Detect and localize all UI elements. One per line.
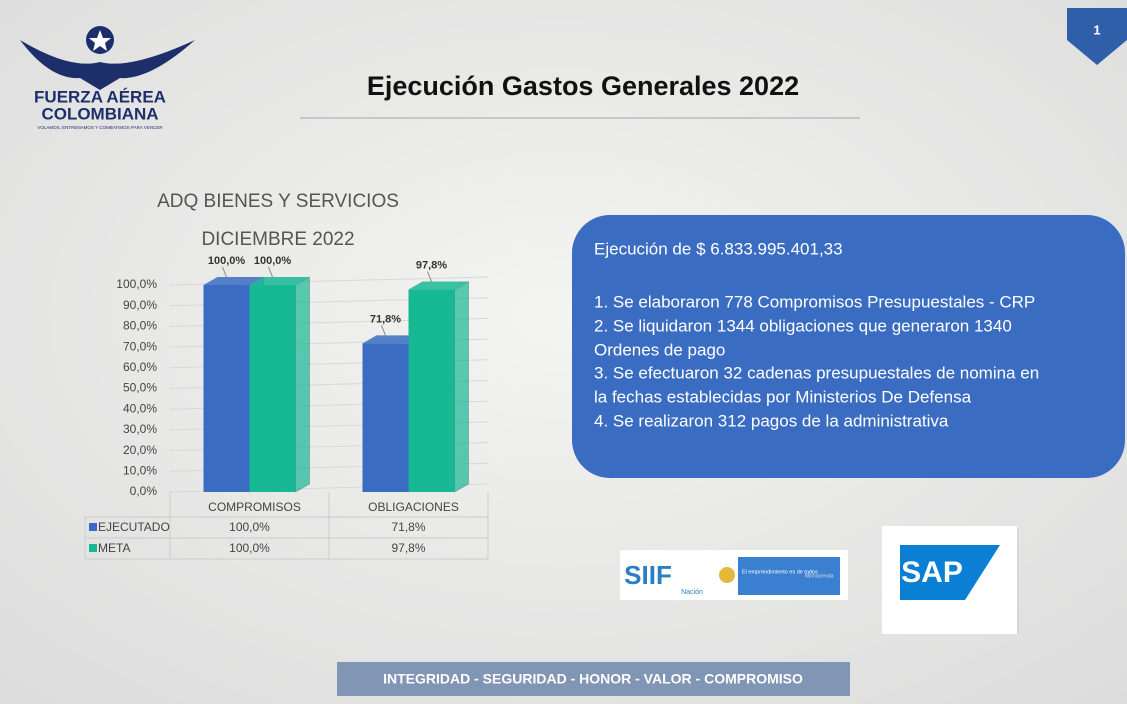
chart: 0,0% 10,0% 20,0% 30,0% 40,0% 50,0% 60,0% 70,0% 8… xyxy=(84,255,489,560)
y-tick-label: 80,0% xyxy=(123,319,157,333)
x-tick-label: OBLIGACIONES xyxy=(368,500,459,514)
y-tick-label: 90,0% xyxy=(123,298,157,312)
siif-text: SIIF xyxy=(624,560,672,590)
legend-label: META xyxy=(98,541,130,555)
siif-sub: Nación xyxy=(681,589,703,596)
info-line: Ordenes de pago xyxy=(594,340,725,359)
table-cell: 71,8% xyxy=(391,520,425,534)
bar-top xyxy=(362,335,423,344)
info-line: 3. Se efectuaron 32 cadenas presupuestal… xyxy=(594,363,1039,382)
bar xyxy=(203,285,250,492)
logo-text: FUERZA AÉREA xyxy=(34,87,166,106)
table-cell: 97,8% xyxy=(391,541,425,555)
info-line: la fechas establecidas por Ministerios D… xyxy=(594,387,972,406)
page-number: 1 xyxy=(1093,22,1100,37)
info-lines: 1. Se elaboraron 778 Compromisos Presupu… xyxy=(594,292,1039,430)
label-leader xyxy=(222,266,227,278)
ministry-text: Minhacienda xyxy=(805,573,834,579)
siif-logo: SIIF Nación El emprendimiento es de todo… xyxy=(620,550,848,600)
info-line: 2. Se liquidaron 1344 obligaciones que g… xyxy=(594,316,1012,335)
bar-side xyxy=(454,280,469,493)
slide-title: Ejecución Gastos Generales 2022 xyxy=(367,71,799,101)
x-tick-label: COMPROMISOS xyxy=(208,500,301,514)
logo-motto: VOLAMOS, ENTRENAMOS Y COMBATIMOS PARA VE… xyxy=(37,125,163,130)
legend-swatch xyxy=(89,523,97,531)
info-heading: Ejecución de $ 6.833.995.401,33 xyxy=(594,239,843,258)
data-label: 71,8% xyxy=(370,313,401,325)
bar xyxy=(408,289,455,492)
chart-title: DICIEMBRE 2022 xyxy=(201,229,354,250)
table-cell: 100,0% xyxy=(229,520,270,534)
y-tick-label: 30,0% xyxy=(123,422,157,436)
y-tick-label: 100,0% xyxy=(116,277,157,291)
bar-top xyxy=(203,277,264,285)
footer-text: INTEGRIDAD - SEGURIDAD - HONOR - VALOR -… xyxy=(383,671,803,687)
data-label: 97,8% xyxy=(416,259,447,271)
logo-text: COLOMBIANA xyxy=(41,104,158,123)
label-leader xyxy=(381,325,386,336)
bar xyxy=(249,285,296,492)
chart-title: ADQ BIENES Y SERVICIOS xyxy=(157,191,399,212)
bar-side xyxy=(295,276,310,493)
y-tick-label: 60,0% xyxy=(123,360,157,374)
legend-swatch xyxy=(89,544,97,552)
info-line: 4. Se realizaron 312 pagos de la adminis… xyxy=(594,411,949,430)
y-tick-label: 10,0% xyxy=(123,463,157,477)
info-line: 1. Se elaboraron 778 Compromisos Presupu… xyxy=(594,292,1035,311)
bar xyxy=(362,343,409,492)
sap-logo: SAP xyxy=(882,526,1019,634)
gov-text: El emprendimiento es de todos xyxy=(742,569,818,575)
page-badge xyxy=(1067,8,1127,65)
table-cell: 100,0% xyxy=(229,541,270,555)
sap-text: SAP xyxy=(901,556,963,589)
legend-label: EJECUTADO xyxy=(98,520,170,534)
y-tick-label: 0,0% xyxy=(130,484,158,498)
y-tick-label: 40,0% xyxy=(123,401,157,415)
logo: FUERZA AÉREA COLOMBIANA VOLAMOS, ENTRENA… xyxy=(20,26,195,130)
data-label: 100,0% xyxy=(208,255,246,267)
y-tick-label: 70,0% xyxy=(123,339,157,353)
bar-top xyxy=(408,281,469,290)
label-leader xyxy=(268,266,273,278)
y-tick-label: 50,0% xyxy=(123,381,157,395)
data-label: 100,0% xyxy=(254,255,292,267)
bar-top xyxy=(249,277,310,285)
info-box xyxy=(572,215,1125,478)
label-leader xyxy=(427,271,432,282)
y-tick-label: 20,0% xyxy=(123,443,157,457)
footer-bar xyxy=(337,662,850,696)
